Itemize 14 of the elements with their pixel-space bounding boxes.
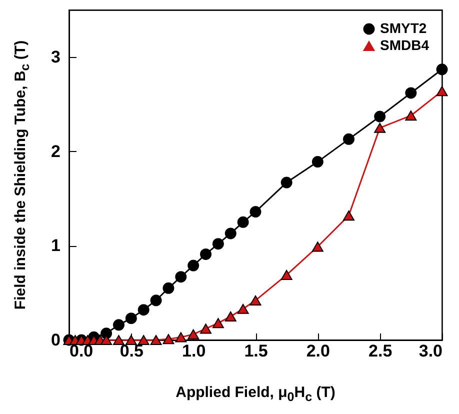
x-tick-label: 2.0 (306, 342, 330, 360)
x-tick-label: 1.5 (244, 342, 268, 360)
legend-label: SMDB4 (380, 37, 430, 53)
x-tick-label: 0.0 (70, 342, 94, 360)
y-tick-label: 0 (51, 330, 60, 350)
x-tick-label: 2.5 (368, 342, 392, 360)
x-axis-title: Applied Field, μ$_{0}$H$_{c}$ (T) (174, 384, 336, 404)
x-tick-label: 3.0 (418, 342, 442, 360)
x-tick-label: 1.0 (182, 342, 206, 360)
x-tick-label: 0.5 (120, 342, 144, 360)
y-tick-label: 2 (51, 142, 60, 161)
legend-label: SMYT2 (380, 20, 427, 36)
y-tick-label: 1 (51, 236, 60, 256)
y-tick-label: 3 (51, 48, 60, 67)
